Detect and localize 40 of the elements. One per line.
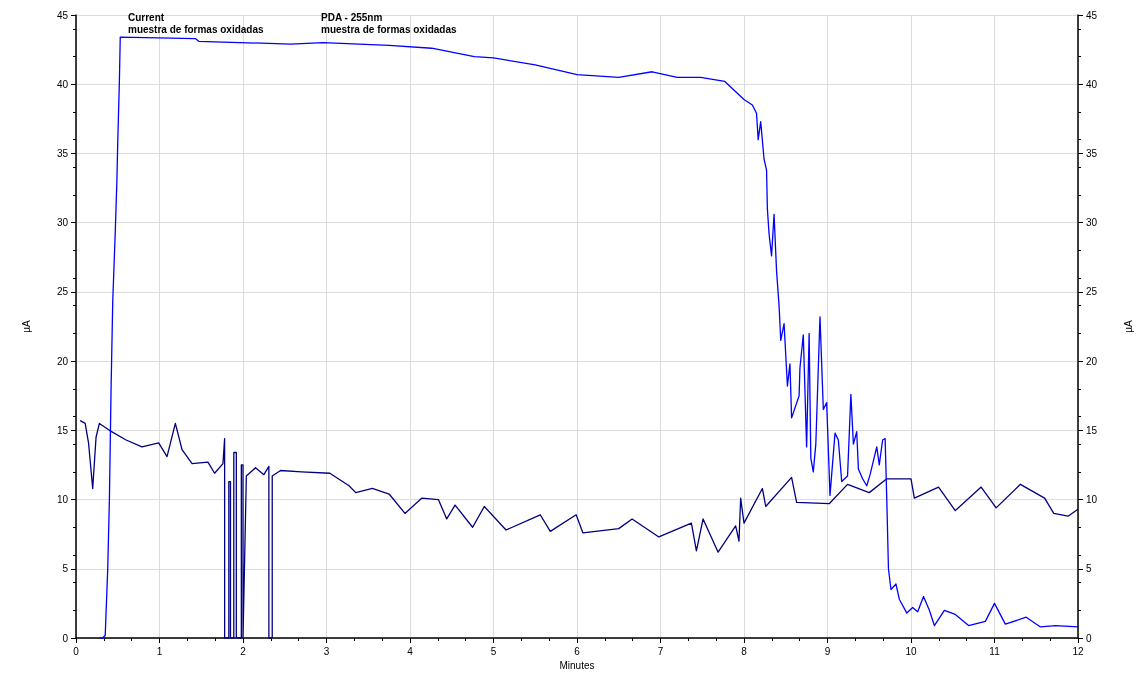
y-tick-label: 5 <box>62 563 69 575</box>
x-tick-label: 5 <box>490 645 497 657</box>
y-tick-label: 30 <box>56 217 69 229</box>
y-tick-label: 45 <box>56 9 69 21</box>
y-tick-label: 0 <box>62 632 69 644</box>
y2-tick-label: 35 <box>1086 147 1098 159</box>
x-tick-label: 7 <box>657 645 664 657</box>
x-tick-label: 6 <box>574 645 581 657</box>
y2-tick-label: 45 <box>1086 9 1098 21</box>
x-tick-label: 8 <box>741 645 748 657</box>
y2-axis-title: µA <box>1122 319 1134 333</box>
x-tick-label: 1 <box>156 645 163 657</box>
x-tick-label: 9 <box>824 645 831 657</box>
x-tick-label: 0 <box>73 645 80 657</box>
y2-tick-label: 0 <box>1086 632 1092 644</box>
x-tick-label: 2 <box>240 645 247 657</box>
y2-tick-label: 10 <box>1086 494 1098 506</box>
y-tick-label: 25 <box>56 286 69 298</box>
y-axis-title: µA <box>20 319 32 333</box>
y2-tick-label: 40 <box>1086 78 1098 90</box>
annotation: Current muestra de formas oxidadas <box>128 11 265 35</box>
line-series <box>79 419 1079 639</box>
y-tick-label: 15 <box>56 424 69 436</box>
x-tick-label: 10 <box>905 645 917 657</box>
y-tick-label: 35 <box>56 147 69 159</box>
x-tick-label: 12 <box>1072 645 1084 657</box>
y2-tick-label: 25 <box>1086 286 1098 298</box>
y-tick-label: 40 <box>56 78 69 90</box>
x-tick-label: 11 <box>989 645 1001 657</box>
y2-tick-label: 5 <box>1086 563 1092 575</box>
y-tick-label: 10 <box>56 494 69 506</box>
y2-tick-label: 20 <box>1086 355 1098 367</box>
y2-tick-label: 30 <box>1086 217 1098 229</box>
x-tick-label: 3 <box>323 645 330 657</box>
x-tick-label: 4 <box>407 645 414 657</box>
x-axis-title: Minutes <box>559 660 595 672</box>
y-tick-label: 20 <box>56 355 69 367</box>
line-series <box>98 36 1079 639</box>
annotation: PDA - 255nm muestra de formas oxidadas <box>321 11 458 35</box>
y2-tick-label: 15 <box>1086 424 1098 436</box>
